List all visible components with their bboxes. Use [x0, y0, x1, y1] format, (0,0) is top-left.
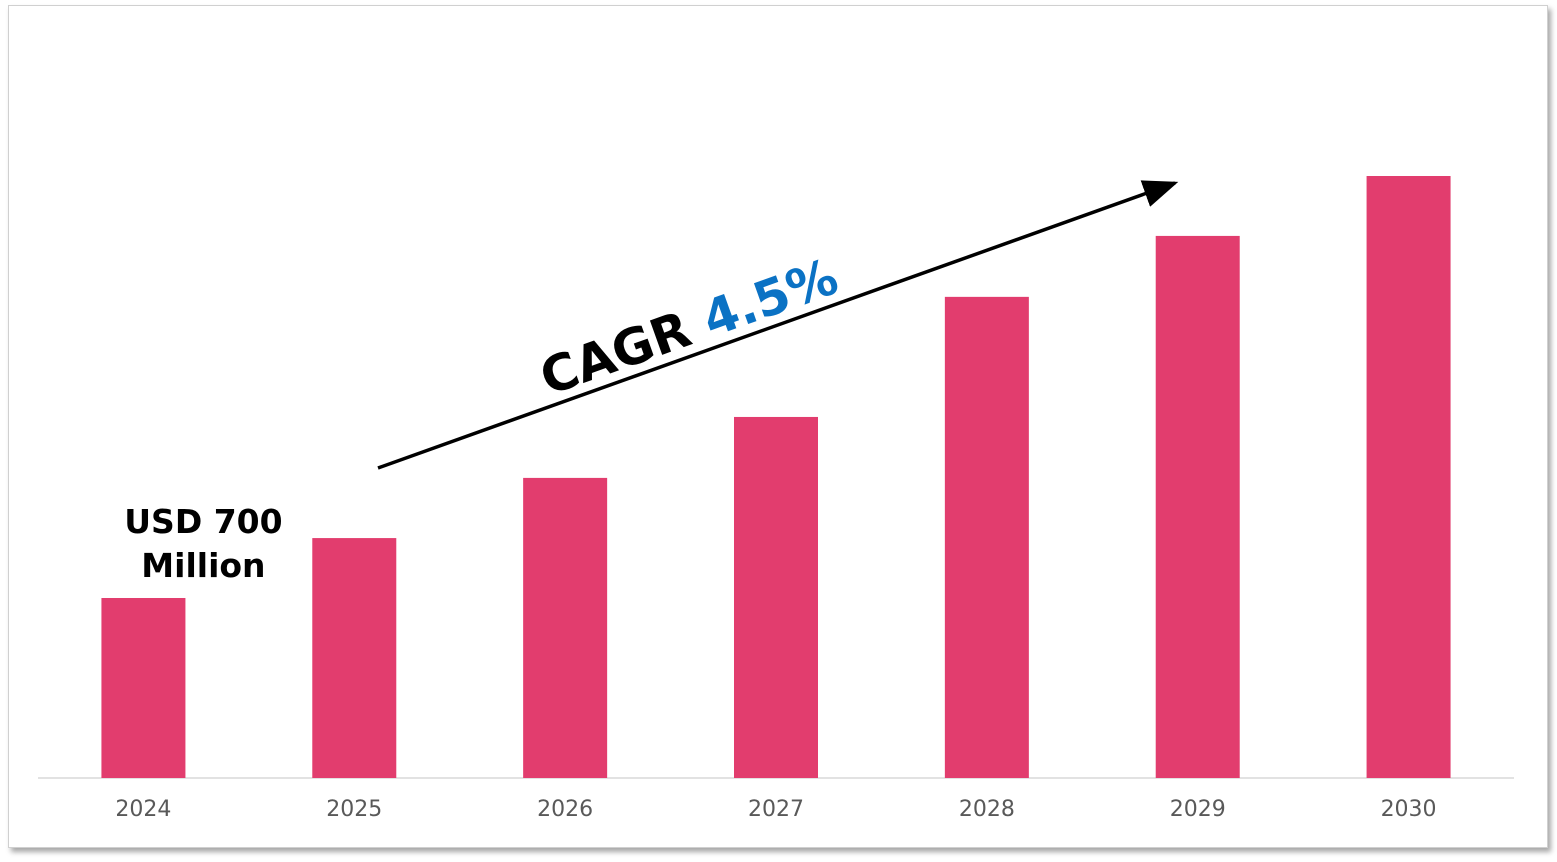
bar — [944, 296, 1029, 778]
x-tick-label: 2028 — [959, 797, 1015, 822]
bar — [523, 477, 608, 778]
bar — [1155, 235, 1240, 779]
value-label: USD 700 Million — [124, 501, 283, 585]
bar — [101, 597, 186, 778]
x-tick-label: 2027 — [748, 797, 804, 822]
cagr-label: CAGR — [533, 300, 698, 407]
x-tick-label: 2029 — [1170, 797, 1226, 822]
x-tick-label: 2030 — [1381, 797, 1437, 822]
trend-arrow — [377, 180, 1179, 470]
x-tick-label: 2024 — [115, 797, 171, 822]
cagr-annotation: CAGR 4.5% — [533, 247, 845, 406]
bar — [312, 538, 397, 778]
bar — [734, 416, 818, 778]
x-tick-label: 2025 — [326, 797, 382, 822]
bar — [1366, 176, 1451, 778]
x-tick-label: 2026 — [537, 797, 593, 822]
cagr-value: 4.5% — [695, 247, 845, 348]
